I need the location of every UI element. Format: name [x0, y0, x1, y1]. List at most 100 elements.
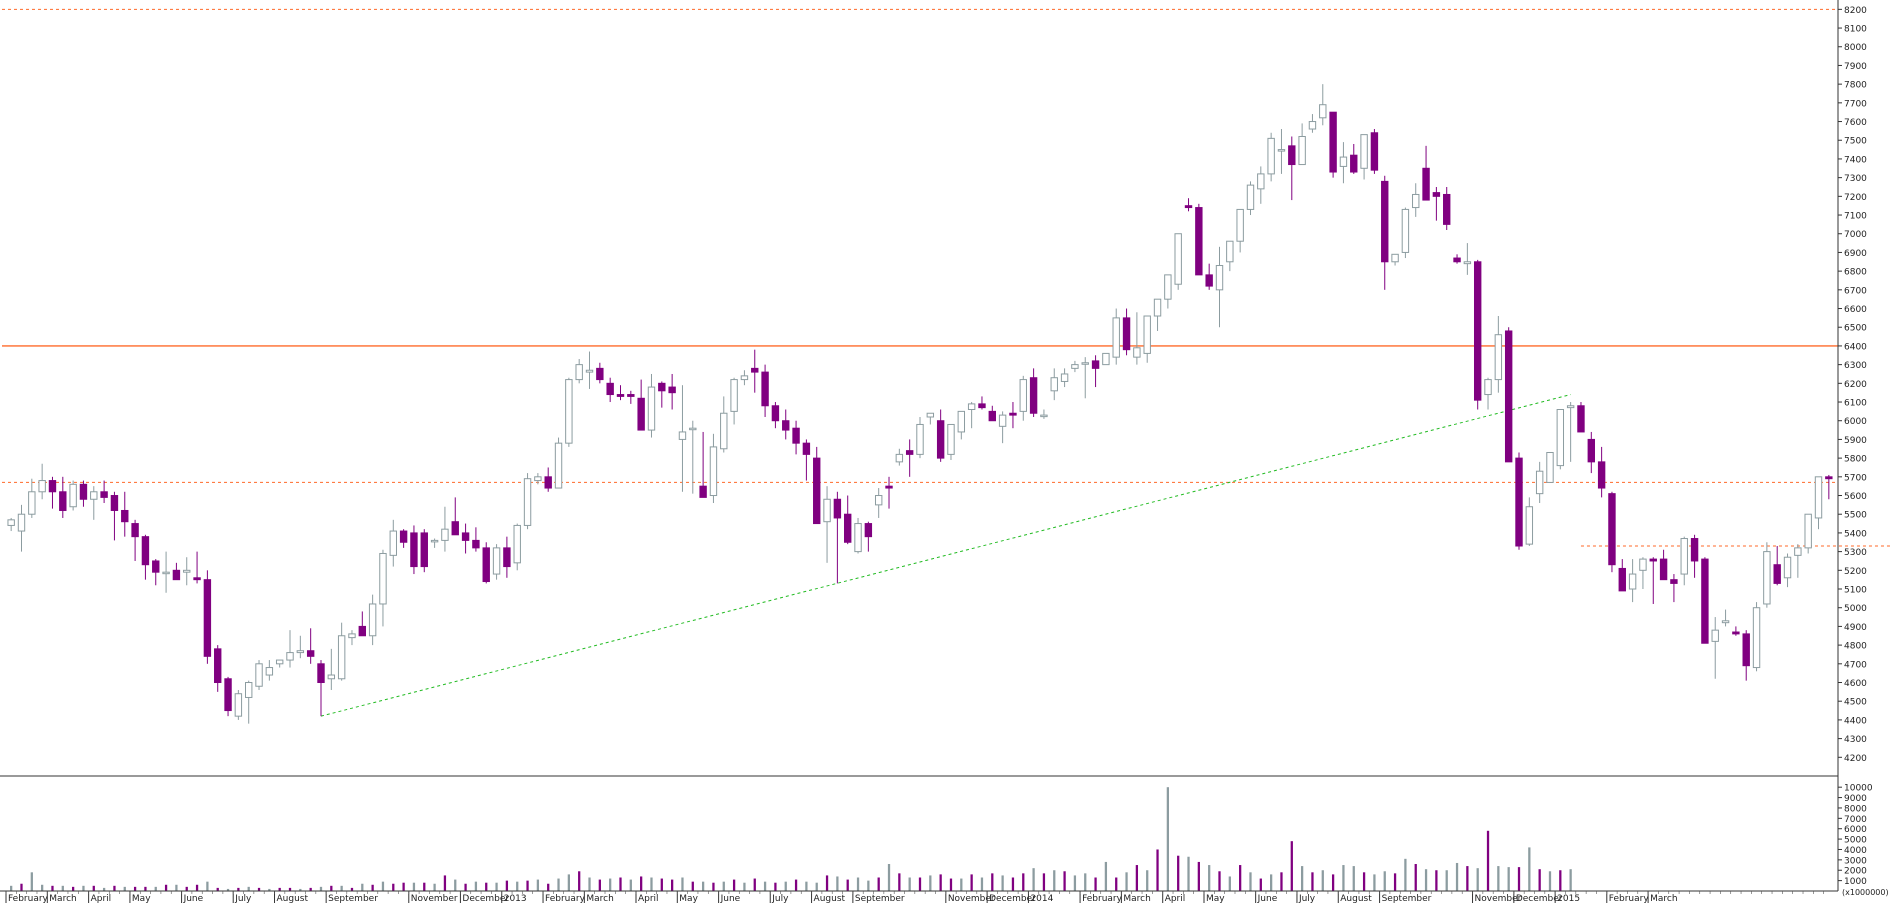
price-tick-label: 6000 [1844, 417, 1867, 427]
volume-bar [691, 881, 694, 891]
volume-bar [1104, 861, 1108, 891]
candle [1360, 134, 1368, 180]
x-tick-label: July [1298, 894, 1316, 904]
volume-bar [1300, 866, 1304, 891]
candle [482, 542, 490, 584]
x-tick-label: 2015 [1557, 894, 1580, 904]
x-tick-label: February [1082, 894, 1123, 904]
candle-body [926, 412, 935, 418]
volume-bar [1466, 866, 1469, 891]
volume-tick-label: 2000 [1844, 867, 1867, 877]
volume-bar [319, 886, 323, 891]
candle-body [7, 519, 15, 526]
candle-body [988, 410, 996, 422]
x-tick-label: June [720, 894, 741, 904]
candle [1184, 198, 1193, 212]
candle [740, 370, 749, 386]
volume-bar [887, 864, 891, 891]
candle [503, 536, 511, 578]
volume-bar [144, 886, 147, 891]
candle-body [1566, 405, 1575, 409]
price-tick-label: 4700 [1844, 660, 1867, 670]
volume-bar [474, 881, 478, 891]
candle-body [565, 379, 573, 444]
candle [1556, 409, 1565, 470]
volume-bar [412, 882, 416, 891]
volume-bar [929, 875, 932, 891]
price-tick-label: 6500 [1844, 324, 1867, 334]
price-tick-label: 7300 [1844, 174, 1867, 184]
candle-body [823, 498, 831, 523]
candle [100, 480, 108, 503]
candle [1608, 491, 1616, 573]
candle [1628, 559, 1637, 603]
volume-bar [1414, 864, 1417, 891]
candle-body [482, 547, 490, 583]
candle-body [854, 523, 862, 553]
candle-body [885, 485, 893, 489]
candle-body [399, 530, 408, 543]
volume-bar [350, 887, 354, 891]
candle-body [627, 394, 635, 397]
candle-body [1721, 620, 1730, 624]
candle [1463, 243, 1472, 275]
candle [678, 385, 687, 492]
candle [854, 517, 862, 554]
candle-body [967, 403, 976, 411]
candle-body [864, 523, 873, 538]
candle [689, 420, 697, 494]
candle-body [1711, 629, 1719, 642]
x-tick-label: December [462, 894, 509, 904]
candle [833, 491, 842, 584]
price-tick-label: 5700 [1844, 473, 1867, 483]
volume-bar [1280, 872, 1283, 891]
candle-body [337, 635, 346, 680]
volume-bar [908, 877, 911, 891]
volume-bar [805, 881, 808, 891]
candle-body [1432, 192, 1441, 197]
candle-body [1556, 409, 1565, 467]
candle [410, 525, 418, 575]
volume-tick-label: 6000 [1844, 825, 1867, 835]
candle-body [1040, 414, 1048, 418]
candle-body [647, 386, 656, 431]
candle [554, 437, 563, 489]
volume-tick-label: 9000 [1844, 794, 1867, 804]
volume-bar [970, 874, 973, 891]
x-tick-label: February [545, 894, 586, 904]
candle [1587, 431, 1596, 474]
candle [90, 486, 98, 520]
candle [1308, 114, 1317, 133]
candle [1494, 316, 1503, 393]
candle-body [616, 394, 625, 397]
volume-bar [598, 879, 601, 891]
x-tick-label: December [989, 894, 1036, 904]
candle [141, 534, 150, 580]
candle-body [575, 364, 583, 381]
candle-body [172, 569, 181, 581]
candle [802, 439, 811, 481]
x-tick-label: November [411, 894, 458, 904]
candle [1412, 183, 1420, 217]
candle-body [152, 560, 160, 573]
price-tick-label: 5800 [1844, 455, 1867, 465]
volume-bar [1125, 872, 1128, 891]
candle-body [1112, 317, 1120, 358]
volume-bar [1042, 873, 1046, 891]
volume-tick-label: 8000 [1844, 804, 1867, 814]
candle [317, 660, 325, 717]
volume-bar [82, 885, 85, 891]
candle [1195, 203, 1203, 276]
candle-body [1133, 347, 1141, 358]
volume-bar [1166, 787, 1170, 891]
volume-bar [51, 885, 54, 891]
x-tick-label: July [771, 894, 789, 904]
volume-bar [154, 886, 157, 891]
volume-bar [1011, 877, 1015, 891]
candle-body [193, 577, 201, 581]
candle-body [813, 457, 821, 525]
price-tick-label: 7600 [1844, 118, 1867, 128]
candle-body [585, 369, 594, 373]
x-tick-label: March [1123, 894, 1150, 904]
price-tick-label: 5000 [1844, 604, 1867, 614]
